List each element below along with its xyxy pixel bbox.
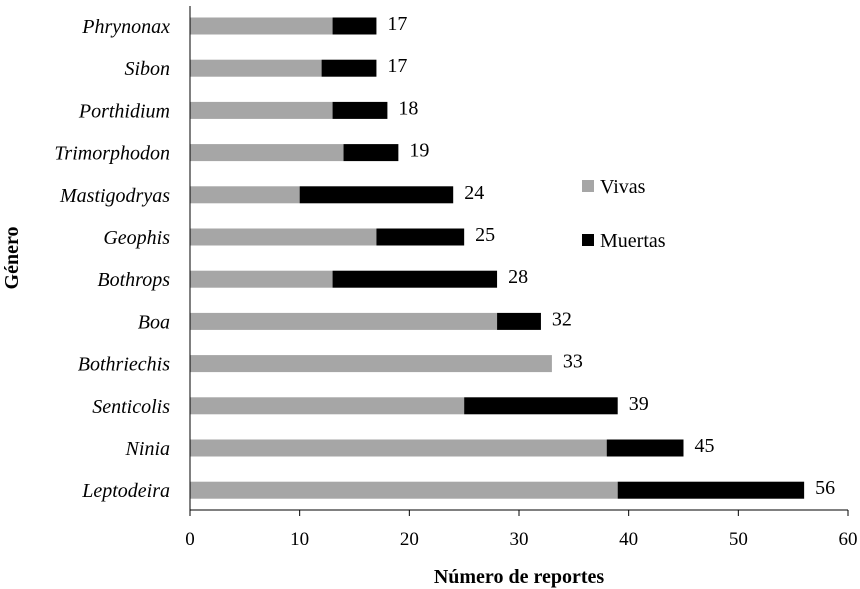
bar-vivas-porthidium [190,101,333,119]
bar-muertas-senticolis [464,397,618,415]
bar-vivas-sibon [190,59,322,77]
bar-vivas-boa [190,312,498,330]
bar-muertas-phrynonax [332,17,377,35]
category-label-bothriechis: Bothriechis [78,354,170,376]
category-label-geophis: Geophis [103,227,170,249]
category-label-boa: Boa [138,311,170,333]
bar-muertas-mastigodryas [299,186,454,204]
bar-muertas-boa [497,312,541,330]
bar-muertas-trimorphodon [343,144,399,162]
legend: Vivas Muertas [582,176,666,252]
x-tick-label-0: 0 [185,529,195,550]
total-label-leptodeira: 56 [815,477,835,499]
total-label-bothriechis: 33 [563,351,583,373]
total-label-ninia: 45 [695,435,715,457]
bar-muertas-porthidium [332,101,388,119]
bar-muertas-ninia [606,439,684,457]
x-axis-title: Número de reportes [434,566,605,588]
category-label-porthidium: Porthidium [78,100,170,122]
bar-muertas-leptodeira [617,481,805,499]
category-label-trimorphodon: Trimorphodon [54,143,170,165]
total-label-geophis: 25 [475,224,495,246]
bars-group [190,17,805,499]
legend-swatch-vivas [582,180,594,192]
x-tick-label-10: 10 [290,529,309,550]
axes-group [189,6,849,516]
total-label-bothrops: 28 [508,266,528,288]
legend-label-vivas: Vivas [600,176,646,198]
total-label-trimorphodon: 19 [409,140,429,162]
category-label-ninia: Ninia [125,438,170,460]
bar-muertas-bothrops [332,270,498,288]
category-label-sibon: Sibon [124,58,170,80]
total-label-mastigodryas: 24 [464,182,484,204]
bar-vivas-leptodeira [190,481,618,499]
category-label-senticolis: Senticolis [92,396,170,418]
category-labels: Phrynonax Sibon Porthidium Trimorphodon Mast… [54,16,170,502]
x-tick-label-20: 20 [400,529,419,550]
bar-vivas-bothriechis [190,355,552,373]
bar-vivas-trimorphodon [190,144,344,162]
legend-swatch-muertas [582,234,594,246]
bar-vivas-geophis [190,228,377,246]
x-tick-label-50: 50 [729,529,748,550]
category-label-mastigodryas: Mastigodryas [59,185,170,207]
total-labels: 17 17 18 19 24 25 28 32 33 39 45 56 [387,13,835,499]
y-axis-title: Género [1,227,23,290]
bar-muertas-geophis [376,228,465,246]
total-label-boa: 32 [552,308,572,330]
category-label-phrynonax: Phrynonax [81,16,170,38]
bar-muertas-sibon [321,59,377,77]
category-label-leptodeira: Leptodeira [81,480,170,502]
bar-vivas-ninia [190,439,607,457]
total-label-phrynonax: 17 [387,13,407,35]
x-tick-labels: 0 10 20 30 40 50 60 [185,529,857,550]
bar-vivas-phrynonax [190,17,333,35]
bar-vivas-bothrops [190,270,333,288]
total-label-senticolis: 39 [629,393,649,415]
x-tick-label-30: 30 [510,529,529,550]
x-tick-label-40: 40 [619,529,638,550]
total-label-sibon: 17 [387,55,407,77]
bar-vivas-mastigodryas [190,186,300,204]
legend-label-muertas: Muertas [600,230,666,252]
x-tick-label-60: 60 [839,529,858,550]
bar-vivas-senticolis [190,397,465,415]
total-label-porthidium: 18 [398,97,418,119]
category-label-bothrops: Bothrops [97,269,170,291]
